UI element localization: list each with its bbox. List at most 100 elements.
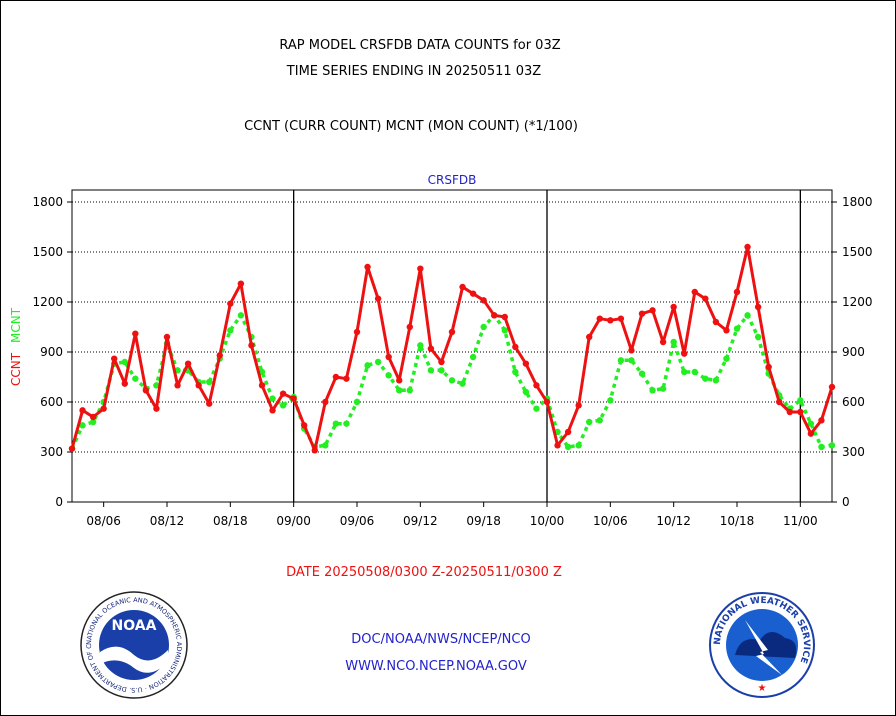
data-point-mcnt — [353, 398, 361, 406]
y-tick-label-right: 1800 — [842, 195, 873, 209]
data-point-mcnt — [279, 402, 287, 409]
chart-title-line1: RAP MODEL CRSFDB DATA COUNTS for 03Z — [279, 38, 561, 53]
data-point-ccnt — [258, 382, 266, 389]
data-point-mcnt — [797, 397, 804, 404]
data-point-mcnt — [427, 367, 435, 374]
data-point-mcnt — [575, 442, 582, 449]
data-point-mcnt — [818, 443, 825, 451]
y-tick-label-left: 1800 — [32, 195, 63, 209]
data-point-ccnt — [448, 328, 456, 336]
y-tick-label-right: 900 — [842, 345, 865, 359]
data-point-ccnt — [153, 405, 160, 412]
data-point-ccnt — [132, 330, 139, 337]
data-point-mcnt — [343, 420, 350, 427]
plot-title: CRSFDB — [428, 173, 477, 187]
org-path-link[interactable]: DOC/NOAA/NWS/NCEP/NCO — [351, 632, 531, 647]
data-point-mcnt — [691, 368, 698, 376]
x-tick-label: 10/12 — [656, 514, 691, 528]
data-point-ccnt — [290, 395, 297, 402]
plot-area — [71, 189, 833, 503]
data-point-ccnt — [438, 358, 445, 366]
x-tick-label: 09/06 — [340, 514, 375, 528]
data-point-ccnt — [638, 310, 646, 317]
data-point-ccnt — [121, 380, 128, 387]
data-point-ccnt — [206, 400, 213, 407]
data-point-mcnt — [744, 312, 751, 319]
data-point-ccnt — [818, 417, 825, 424]
data-point-mcnt — [712, 377, 720, 384]
data-point-mcnt — [649, 387, 656, 394]
data-point-mcnt — [596, 417, 603, 424]
data-point-ccnt — [184, 360, 192, 367]
data-point-ccnt — [807, 430, 815, 437]
data-point-ccnt — [279, 390, 287, 397]
data-point-mcnt — [153, 382, 160, 389]
data-point-mcnt — [670, 338, 677, 346]
data-point-ccnt — [691, 288, 698, 296]
x-tick-label: 09/12 — [403, 514, 438, 528]
data-point-ccnt — [797, 408, 804, 416]
data-point-ccnt — [564, 428, 572, 436]
data-point-ccnt — [385, 353, 392, 361]
data-point-mcnt — [564, 443, 572, 451]
data-point-ccnt — [586, 333, 593, 341]
data-point-ccnt — [248, 342, 255, 349]
data-point-ccnt — [269, 407, 276, 414]
data-point-ccnt — [79, 407, 86, 414]
data-point-ccnt — [533, 382, 540, 389]
data-point-ccnt — [543, 398, 551, 406]
data-point-ccnt — [68, 445, 76, 452]
y-tick-label-left: 1500 — [32, 245, 63, 259]
x-tick-label: 08/12 — [150, 514, 185, 528]
y-tick-label-left: 0 — [55, 495, 63, 509]
data-point-ccnt — [596, 315, 603, 322]
data-point-mcnt — [638, 370, 646, 377]
data-point-ccnt — [353, 328, 361, 336]
data-point-mcnt — [132, 375, 139, 382]
data-point-mcnt — [659, 385, 667, 392]
data-point-ccnt — [649, 307, 656, 314]
data-point-mcnt — [206, 378, 213, 386]
chart-subtitle: CCNT (CURR COUNT) MCNT (MON COUNT) (*1/1… — [244, 119, 578, 134]
data-point-mcnt — [533, 405, 540, 412]
data-point-ccnt — [469, 290, 477, 297]
data-point-mcnt — [448, 377, 456, 384]
data-point-mcnt — [501, 327, 508, 334]
x-tick-label: 09/00 — [276, 514, 311, 528]
data-point-ccnt — [828, 383, 836, 391]
data-point-ccnt — [512, 343, 519, 351]
data-point-mcnt — [332, 420, 340, 427]
website-link[interactable]: WWW.NCO.NCEP.NOAA.GOV — [345, 659, 527, 674]
data-point-mcnt — [121, 358, 128, 366]
data-point-ccnt — [322, 398, 329, 406]
data-point-mcnt — [702, 375, 709, 382]
data-point-mcnt — [723, 355, 730, 362]
x-tick-label: 10/06 — [593, 514, 628, 528]
data-point-mcnt — [322, 442, 329, 449]
data-point-ccnt — [575, 402, 582, 409]
data-point-ccnt — [480, 297, 487, 304]
data-point-ccnt — [723, 327, 730, 334]
y-tick-label-left: 900 — [40, 345, 63, 359]
data-point-ccnt — [364, 263, 371, 271]
data-point-mcnt — [406, 387, 413, 394]
data-point-ccnt — [227, 300, 234, 307]
data-point-ccnt — [332, 373, 340, 381]
data-point-mcnt — [828, 442, 836, 449]
data-point-ccnt — [776, 398, 783, 406]
data-point-mcnt — [459, 380, 466, 387]
data-point-ccnt — [491, 312, 498, 319]
data-point-ccnt — [111, 355, 118, 362]
x-tick-label: 10/18 — [720, 514, 755, 528]
data-point-ccnt — [163, 333, 171, 341]
data-point-mcnt — [807, 420, 815, 427]
data-point-mcnt — [617, 357, 625, 364]
data-point-ccnt — [712, 318, 720, 326]
x-tick-label: 09/18 — [466, 514, 501, 528]
data-point-ccnt — [733, 288, 741, 296]
data-point-mcnt — [469, 353, 477, 361]
data-point-ccnt — [754, 303, 762, 311]
data-point-mcnt — [628, 357, 635, 364]
y-tick-label-right: 300 — [842, 445, 865, 459]
